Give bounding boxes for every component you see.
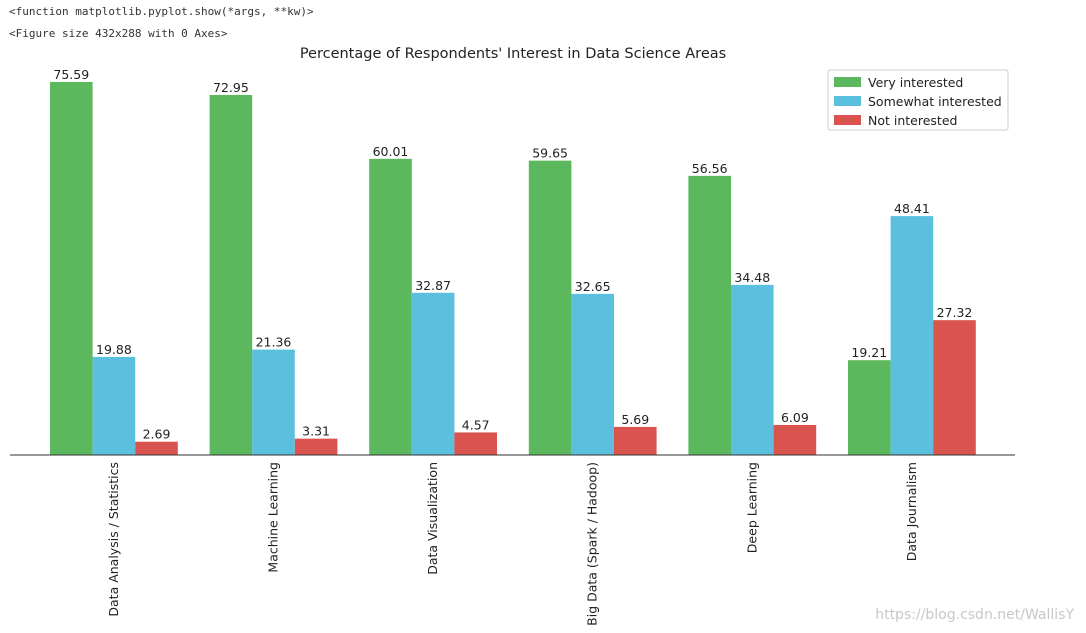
bar-value-label: 5.69 <box>621 412 649 427</box>
bar <box>135 441 178 455</box>
legend-swatch <box>834 77 861 87</box>
bar <box>294 438 338 455</box>
x-tick-label: Big Data (Spark / Hadoop) <box>585 462 600 626</box>
bar <box>688 175 731 455</box>
console-output-figure: <Figure size 432x288 with 0 Axes> <box>9 27 228 40</box>
bar <box>92 356 136 455</box>
bar-value-label: 56.56 <box>692 161 728 176</box>
chart-title: Percentage of Respondents' Interest in D… <box>300 46 726 62</box>
bar <box>252 349 295 455</box>
bar <box>571 293 614 455</box>
console-output-function: <function matplotlib.pyplot.show(*args, … <box>9 5 314 18</box>
bar-value-label: 19.88 <box>96 342 132 357</box>
bar <box>454 432 497 455</box>
bar-value-label: 75.59 <box>53 67 89 82</box>
bar <box>848 360 891 455</box>
bar-value-label: 27.32 <box>937 305 973 320</box>
bar-value-label: 60.01 <box>373 144 409 159</box>
bar-value-label: 59.65 <box>532 146 568 161</box>
watermark: https://blog.csdn.net/WallisY <box>875 607 1074 623</box>
legend-label: Not interested <box>868 113 957 128</box>
bar <box>50 81 93 455</box>
bar-value-label: 6.09 <box>781 410 809 425</box>
x-tick-label: Data Journalism <box>904 462 919 561</box>
bar-value-label: 48.41 <box>894 201 930 216</box>
bar-value-label: 34.48 <box>734 270 770 285</box>
bar-value-label: 19.21 <box>851 345 887 360</box>
legend-swatch <box>834 115 861 125</box>
legend-label: Somewhat interested <box>868 94 1002 109</box>
bar-value-label: 21.36 <box>256 335 292 350</box>
bar <box>614 426 657 455</box>
x-tick-label: Machine Learning <box>266 462 281 573</box>
bar-value-label: 32.65 <box>575 279 611 294</box>
bar <box>369 158 412 455</box>
bar <box>731 284 774 455</box>
bar <box>528 160 572 455</box>
x-tick-label: Data Visualization <box>425 462 440 575</box>
bar-value-label: 3.31 <box>302 424 330 439</box>
bar <box>209 94 253 455</box>
bar-value-label: 32.87 <box>415 278 451 293</box>
legend-swatch <box>834 96 861 106</box>
legend-box <box>827 69 1009 131</box>
bar-value-label: 2.69 <box>143 427 171 442</box>
legend-label: Very interested <box>868 75 963 90</box>
bar-value-label: 72.95 <box>213 80 249 95</box>
bar <box>773 424 817 455</box>
bar-value-label: 4.57 <box>462 417 490 432</box>
bar <box>933 320 976 455</box>
x-tick-label: Data Analysis / Statistics <box>106 462 121 617</box>
bar <box>890 216 934 455</box>
x-tick-label: Deep Learning <box>744 462 759 553</box>
bar <box>411 292 455 455</box>
